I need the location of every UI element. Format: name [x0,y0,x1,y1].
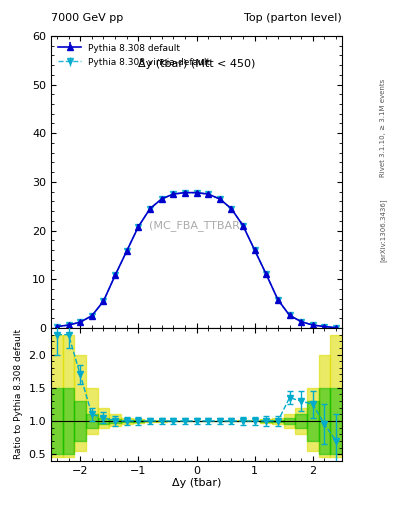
Bar [307,388,319,451]
Bar [109,414,121,425]
Bar [249,420,261,421]
Bar [51,335,63,458]
Bar [272,420,284,422]
Bar [97,408,109,428]
Bar [86,414,97,428]
Bar [296,408,307,434]
Bar [319,388,330,454]
Text: (MC_FBA_TTBAR): (MC_FBA_TTBAR) [149,220,244,231]
Bar [74,354,86,451]
Bar [86,388,97,434]
Y-axis label: Ratio to Pythia 8.308 default: Ratio to Pythia 8.308 default [14,329,23,459]
Bar [284,414,296,428]
Bar [307,401,319,441]
Bar [156,420,167,421]
Bar [109,419,121,423]
Bar [97,418,109,424]
Bar [330,335,342,458]
Bar [330,388,342,454]
Text: 7000 GeV pp: 7000 GeV pp [51,13,123,23]
Bar [144,420,156,422]
Bar [284,418,296,424]
Bar [63,388,74,454]
Bar [121,418,132,424]
Bar [261,420,272,421]
Bar [121,420,132,422]
X-axis label: Δy (t̄bar): Δy (t̄bar) [172,478,221,488]
Bar [132,419,144,423]
Text: Top (parton level): Top (parton level) [244,13,342,23]
Bar [319,354,330,458]
Legend: Pythia 8.308 default, Pythia 8.308 vincia-default: Pythia 8.308 default, Pythia 8.308 vinci… [55,40,213,70]
Bar [74,401,86,441]
Bar [272,418,284,424]
Text: Δy (t̄bar) (Mtt < 450): Δy (t̄bar) (Mtt < 450) [138,59,255,69]
Text: [arXiv:1306.3436]: [arXiv:1306.3436] [380,199,387,262]
Bar [132,420,144,421]
Bar [261,419,272,423]
Bar [296,414,307,428]
Bar [63,335,74,458]
Bar [237,420,249,421]
Text: Rivet 3.1.10, ≥ 3.1M events: Rivet 3.1.10, ≥ 3.1M events [380,79,386,177]
Bar [51,388,63,454]
